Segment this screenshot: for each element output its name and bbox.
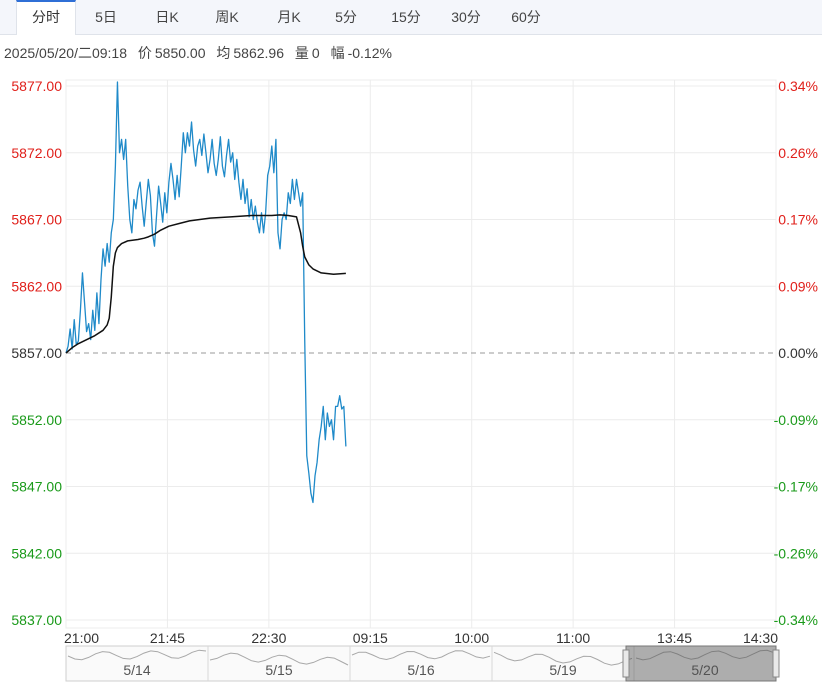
x-tick-label: 21:45 <box>150 630 185 646</box>
y-price-label: 5867.00 <box>11 212 62 228</box>
series-layer <box>65 81 347 504</box>
volume-label: 量 <box>294 45 309 61</box>
tab-30分[interactable]: 30分 <box>451 9 481 25</box>
price-label: 价 <box>137 45 152 61</box>
y-price-label: 5837.00 <box>11 612 62 628</box>
y-pct-label: -0.26% <box>774 545 818 561</box>
y-pct-label: -0.09% <box>774 412 818 428</box>
navigator-trace <box>493 651 633 666</box>
navigator-frame <box>65 645 777 682</box>
axis-labels: 21:00 21:45 22:30 09:15 10:00 11:00 13:45 14:30… <box>11 78 818 646</box>
y-price-label: 5862.00 <box>11 278 62 294</box>
navigator-left-handle <box>622 649 630 678</box>
y-pct-label: 0.17% <box>778 212 818 228</box>
navigator-trace <box>351 650 491 661</box>
x-tick-label: 10:00 <box>454 630 489 646</box>
navigator-trace <box>635 649 775 661</box>
change-label: 幅 <box>330 45 345 61</box>
tab-5分[interactable]: 5分 <box>335 9 357 25</box>
x-tick-label: 14:30 <box>743 630 778 646</box>
x-tick-label: 13:45 <box>657 630 692 646</box>
tab-周K[interactable]: 周K <box>215 9 239 25</box>
plot-frame <box>65 79 777 629</box>
navigator-trace <box>209 652 349 666</box>
y-pct-label: 0.34% <box>778 78 818 94</box>
y-pct-label: -0.17% <box>774 479 818 495</box>
y-pct-label: -0.34% <box>774 612 818 628</box>
price-line <box>65 81 347 504</box>
avg-line <box>65 214 346 354</box>
navigator-date-label: 5/14 <box>123 662 150 678</box>
change-value: -0.12% <box>347 45 392 61</box>
x-tick-label: 09:15 <box>353 630 388 646</box>
navigator-selection <box>625 645 777 682</box>
y-price-label: 5877.00 <box>11 78 62 94</box>
navigator-date-label: 5/20 <box>691 662 718 678</box>
x-tick-label: 22:30 <box>251 630 286 646</box>
navigator-trace <box>67 649 207 661</box>
tab-60分[interactable]: 60分 <box>511 9 541 25</box>
avg-value: 5862.96 <box>233 45 284 61</box>
tab-日K[interactable]: 日K <box>155 9 179 25</box>
tab-5日[interactable]: 5日 <box>95 9 117 25</box>
y-price-label: 5857.00 <box>11 345 62 361</box>
date-navigator: 5/14 5/15 5/16 5/19 5/20 <box>65 645 780 682</box>
navigator-date-label: 5/19 <box>549 662 576 678</box>
period-tab-bar: 分时 5日 日K 周K 月K 5分 15分 30分 60分 <box>0 0 822 35</box>
quote-datetime: 2025/05/20/二09:18 <box>4 45 127 61</box>
x-tick-label: 11:00 <box>556 630 590 646</box>
x-tick-label: 21:00 <box>64 630 99 646</box>
navigator-right-handle <box>772 649 780 678</box>
y-price-label: 5872.00 <box>11 145 62 161</box>
y-price-label: 5842.00 <box>11 545 62 561</box>
y-pct-label: 0.26% <box>778 145 818 161</box>
volume-value: 0 <box>311 45 320 61</box>
y-price-label: 5852.00 <box>11 412 62 428</box>
tab-月K[interactable]: 月K <box>277 9 301 25</box>
y-pct-label: 0.09% <box>778 278 818 294</box>
grid-layer <box>65 79 777 629</box>
tab-15分[interactable]: 15分 <box>391 9 421 25</box>
y-price-label: 5847.00 <box>11 479 62 495</box>
navigator-date-label: 5/16 <box>407 662 434 678</box>
tab-分时[interactable]: 分时 <box>16 0 76 35</box>
price-value: 5850.00 <box>154 45 206 61</box>
avg-label: 均 <box>216 45 231 61</box>
y-pct-label: 0.00% <box>778 345 818 361</box>
navigator-date-label: 5/15 <box>265 662 292 678</box>
